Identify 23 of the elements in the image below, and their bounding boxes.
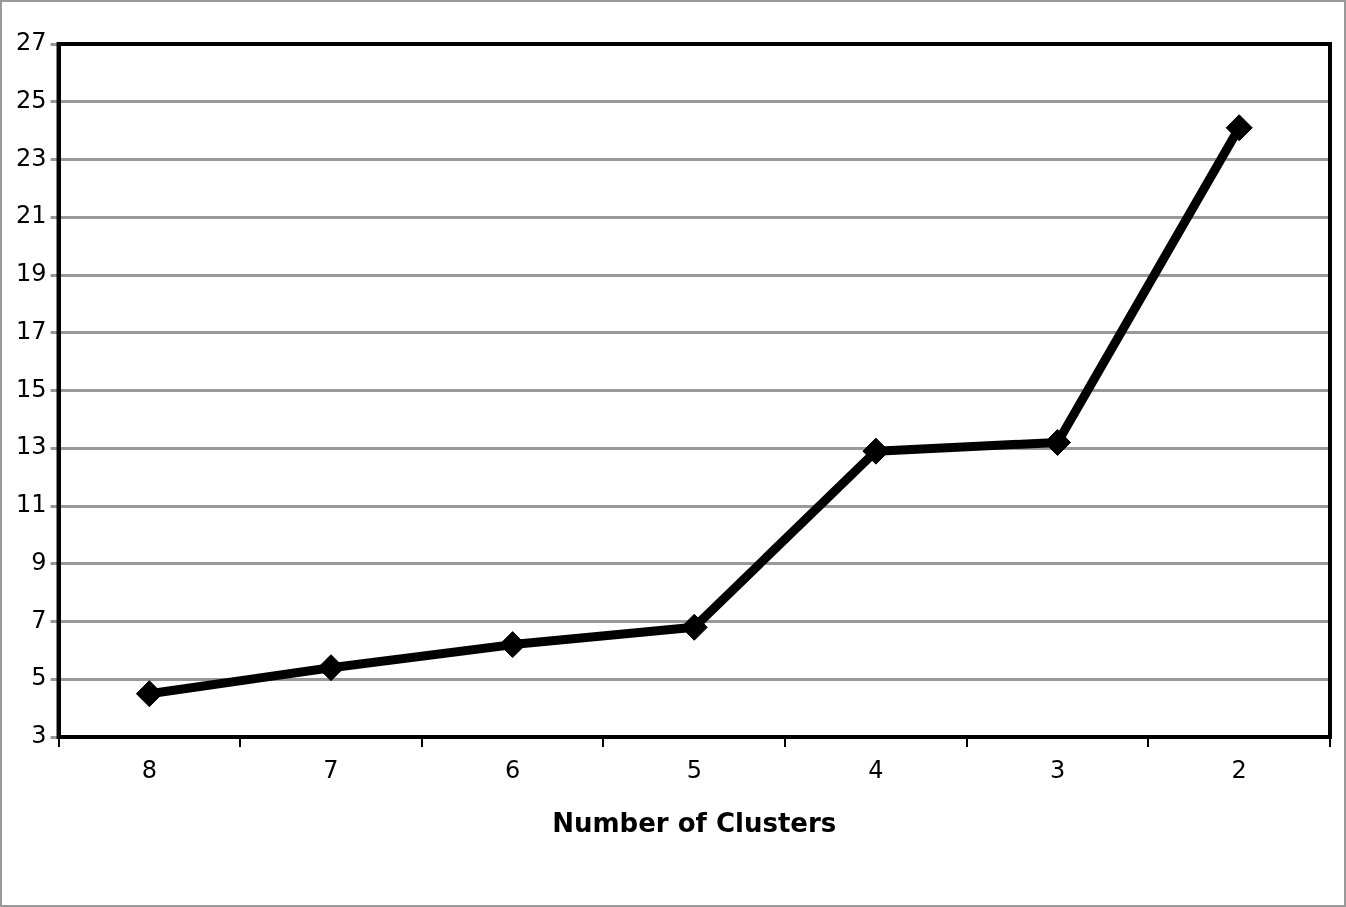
x-axis-title: Number of Clusters [552,808,837,839]
y-tick-label: 11 [15,490,47,519]
point [1225,114,1253,142]
x-tick-label: 7 [323,755,339,784]
x-tick-label: 2 [1231,755,1247,784]
y-tick-label: 21 [15,201,47,230]
x-tick-label: 4 [868,755,884,784]
y-tick-label: 9 [31,547,47,576]
y-tick-label: 7 [31,605,47,634]
y-tick-label: 19 [15,259,47,288]
y-tick-label: 23 [15,143,47,172]
point [135,680,163,708]
y-tick-label: 13 [15,432,47,461]
x-tick-label: 8 [141,755,157,784]
x-tick-label: 6 [504,755,521,784]
x-tick-label: 5 [686,755,702,784]
y-tick-label: 25 [15,85,47,114]
y-tick-label: 3 [31,721,47,750]
y-tick-label: 5 [31,663,47,692]
y-tick-label: 17 [15,316,47,345]
x-tick-label: 3 [1049,755,1066,784]
y-tick-label: 15 [15,374,47,403]
y-tick-label: 27 [15,28,47,57]
